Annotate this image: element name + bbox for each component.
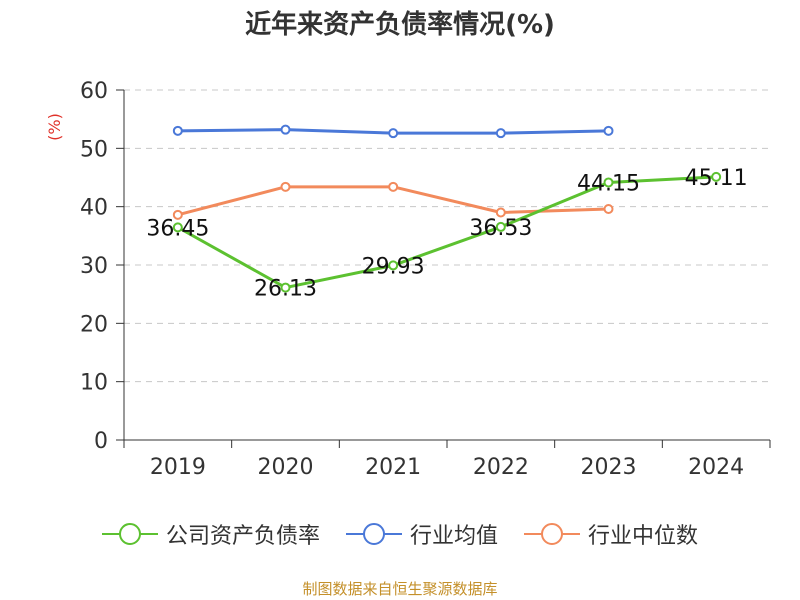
data-point[interactable] [388, 128, 399, 139]
data-point[interactable] [172, 222, 183, 233]
data-point[interactable] [280, 282, 291, 293]
series-line [177, 175, 717, 290]
data-point[interactable] [388, 181, 399, 192]
legend-label: 行业均值 [409, 524, 498, 549]
legend-label: 公司资产负债率 [165, 524, 320, 549]
data-point[interactable] [388, 260, 399, 271]
data-point[interactable] [603, 177, 614, 188]
data-point[interactable] [172, 209, 183, 220]
data-point[interactable] [280, 124, 291, 135]
x-tick-label: 2023 [581, 455, 637, 480]
data-point[interactable] [711, 171, 722, 182]
data-point[interactable] [495, 207, 506, 218]
x-tick-label: 2020 [258, 455, 314, 480]
data-label: 36.53 [469, 216, 532, 241]
legend-item-company[interactable]: 公司资产负债率 [101, 518, 320, 550]
chart-title: 近年来资产负债率情况(%) [245, 10, 555, 40]
y-tick-label: 50 [80, 137, 108, 162]
data-label: 44.15 [577, 171, 640, 196]
x-tick-label: 2021 [365, 455, 421, 480]
y-tick-label: 20 [80, 312, 108, 337]
legend-label: 行业中位数 [588, 524, 699, 549]
legend-swatch-icon [345, 522, 402, 546]
x-tick-label: 2019 [150, 455, 206, 480]
y-tick-label: 40 [80, 196, 108, 221]
y-axis-label: (%) [45, 113, 64, 141]
legend-item-industry-median[interactable]: 行业中位数 [524, 518, 698, 550]
data-point[interactable] [280, 181, 291, 192]
data-label: 36.45 [146, 216, 209, 241]
data-point[interactable] [495, 128, 506, 139]
legend: 公司资产负债率 行业均值 行业中位数 [0, 518, 800, 550]
data-point[interactable] [603, 204, 614, 214]
x-tick-label: 2024 [688, 455, 744, 480]
source-note: 制图数据来自恒生聚源数据库 [302, 580, 498, 598]
grid-lines [124, 89, 770, 383]
data-label: 26.13 [254, 277, 317, 302]
y-tick-label: 0 [94, 429, 108, 454]
data-labels: 36.45 26.13 29.93 36.53 44.15 45.11 [146, 166, 747, 302]
y-tick-label: 10 [80, 371, 108, 396]
data-label: 29.93 [362, 254, 425, 279]
x-tick-label: 2022 [473, 455, 529, 480]
data-point[interactable] [495, 221, 506, 232]
legend-swatch-icon [524, 522, 580, 546]
data-point[interactable] [603, 125, 614, 136]
axes: 0 10 20 30 40 50 60 2019 2020 2021 2022 2023 2024 [80, 79, 771, 480]
data-point[interactable] [172, 125, 183, 136]
legend-item-industry-mean[interactable]: 行业均值 [345, 518, 498, 550]
data-label: 45.11 [685, 166, 748, 191]
legend-swatch-icon [101, 522, 158, 546]
y-tick-label: 60 [80, 79, 108, 104]
y-tick-label: 30 [80, 254, 108, 279]
series-lines [172, 124, 722, 293]
